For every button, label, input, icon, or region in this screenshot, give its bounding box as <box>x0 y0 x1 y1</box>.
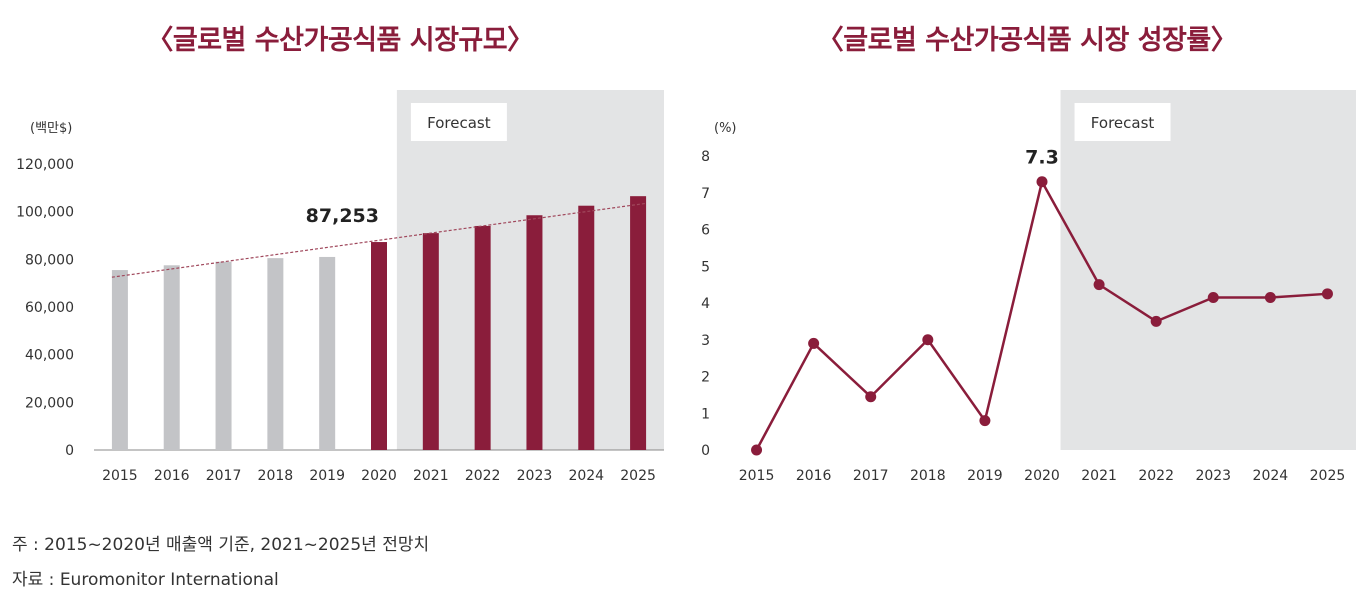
bar-chart-title: 〈글로벌 수산가공식품 시장규모〉 <box>146 25 534 56</box>
bar-2018 <box>267 258 284 450</box>
x-tick-label: 2018 <box>258 468 294 484</box>
point-2015 <box>751 444 763 456</box>
y-tick-label: 3 <box>701 333 710 349</box>
point-2022 <box>1150 315 1162 327</box>
point-2024 <box>1264 291 1276 303</box>
y-tick-label: 20,000 <box>25 395 74 411</box>
x-tick-label: 2016 <box>796 468 832 484</box>
x-tick-label: 2025 <box>1310 468 1346 484</box>
x-tick-label: 2024 <box>568 468 604 484</box>
forecast-label: Forecast <box>427 114 491 132</box>
x-tick-label: 2016 <box>154 468 190 484</box>
y-tick-label: 6 <box>701 223 710 239</box>
point-2025 <box>1321 288 1333 300</box>
y-tick-label: 0 <box>701 443 710 459</box>
y-tick-label: 100,000 <box>16 205 74 221</box>
x-tick-label: 2021 <box>1081 468 1117 484</box>
x-tick-label: 2015 <box>102 468 138 484</box>
bar-2020 <box>371 242 387 450</box>
point-2023 <box>1207 291 1219 303</box>
y-tick-label: 8 <box>701 149 710 165</box>
point-2019 <box>979 415 991 427</box>
point-2017 <box>865 391 877 403</box>
point-2021 <box>1093 279 1105 291</box>
bar-2024 <box>578 205 595 450</box>
y-tick-label: 60,000 <box>25 300 74 316</box>
y-tick-label: 40,000 <box>25 348 74 364</box>
x-tick-label: 2022 <box>1138 468 1174 484</box>
line-chart-title: 〈글로벌 수산가공식품 시장 성장률〉 <box>816 25 1238 56</box>
y-axis-unit: (백만$) <box>30 121 72 136</box>
y-tick-label: 4 <box>701 296 710 312</box>
x-tick-label: 2024 <box>1253 468 1289 484</box>
forecast-label-box <box>1074 103 1171 141</box>
x-tick-label: 2020 <box>361 468 397 484</box>
source-note: 자료 : Euromonitor International <box>12 570 279 590</box>
y-axis-unit: (%) <box>714 121 737 136</box>
y-tick-label: 7 <box>701 186 710 202</box>
x-tick-label: 2021 <box>413 468 449 484</box>
bar-2023 <box>526 215 543 450</box>
point-2016 <box>808 337 820 349</box>
footnote: 주 : 2015~2020년 매출액 기준, 2021~2025년 전망치 <box>12 535 430 555</box>
bar-2015 <box>111 270 128 450</box>
bar-2021 <box>422 233 439 450</box>
y-tick-label: 1 <box>701 406 710 422</box>
x-tick-label: 2017 <box>853 468 889 484</box>
data-label-2020: 7.3 <box>1025 147 1059 169</box>
x-tick-label: 2019 <box>967 468 1003 484</box>
bar-2019 <box>319 256 336 450</box>
x-tick-label: 2025 <box>620 468 656 484</box>
x-tick-label: 2019 <box>309 468 345 484</box>
x-tick-label: 2022 <box>465 468 501 484</box>
bar-2016 <box>163 265 180 450</box>
y-tick-label: 2 <box>701 370 710 386</box>
x-tick-label: 2015 <box>739 468 775 484</box>
data-label-2020: 87,253 <box>306 205 379 227</box>
forecast-region <box>1060 90 1356 450</box>
y-tick-label: 5 <box>701 259 710 275</box>
point-2020 <box>1036 176 1048 188</box>
x-tick-label: 2023 <box>1195 468 1231 484</box>
x-tick-label: 2020 <box>1024 468 1060 484</box>
market-size-bar-chart: Forecast (백만$) 0 20,000 40,000 60,000 80,000 10… <box>16 90 664 484</box>
bar-2022 <box>474 225 491 450</box>
bar-2017 <box>215 261 232 450</box>
y-tick-label: 0 <box>65 443 74 459</box>
x-tick-label: 2023 <box>517 468 553 484</box>
x-tick-label: 2017 <box>206 468 242 484</box>
y-tick-label: 120,000 <box>16 157 74 173</box>
point-2018 <box>922 334 934 346</box>
forecast-label-box <box>410 103 507 141</box>
y-tick-label: 80,000 <box>25 252 74 268</box>
forecast-label: Forecast <box>1091 114 1155 132</box>
x-tick-label: 2018 <box>910 468 946 484</box>
growth-rate-line-chart: Forecast (%) 0 1 2 3 4 5 6 7 8 2015 2016 2017 2018 2019… <box>701 90 1356 484</box>
bar-2025 <box>630 196 647 450</box>
